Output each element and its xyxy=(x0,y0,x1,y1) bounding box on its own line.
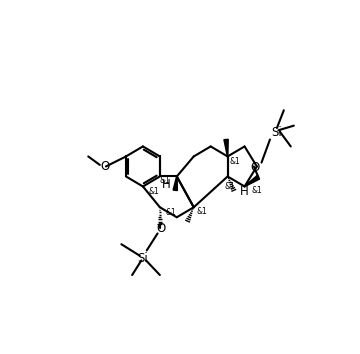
Text: &1: &1 xyxy=(148,187,159,196)
Text: O: O xyxy=(156,222,165,235)
Text: H: H xyxy=(240,185,249,198)
Text: &1: &1 xyxy=(225,182,235,191)
Text: O: O xyxy=(251,161,260,174)
Polygon shape xyxy=(244,176,260,187)
Polygon shape xyxy=(224,139,228,156)
Text: H: H xyxy=(162,178,170,192)
Text: Si: Si xyxy=(271,126,282,139)
Text: &1: &1 xyxy=(196,207,207,216)
Text: &1: &1 xyxy=(230,157,241,166)
Text: &1: &1 xyxy=(159,176,170,185)
Text: Si: Si xyxy=(138,252,148,266)
Polygon shape xyxy=(173,176,177,190)
Text: &1: &1 xyxy=(165,208,176,217)
Text: O: O xyxy=(100,160,110,173)
Text: &1: &1 xyxy=(252,186,262,195)
